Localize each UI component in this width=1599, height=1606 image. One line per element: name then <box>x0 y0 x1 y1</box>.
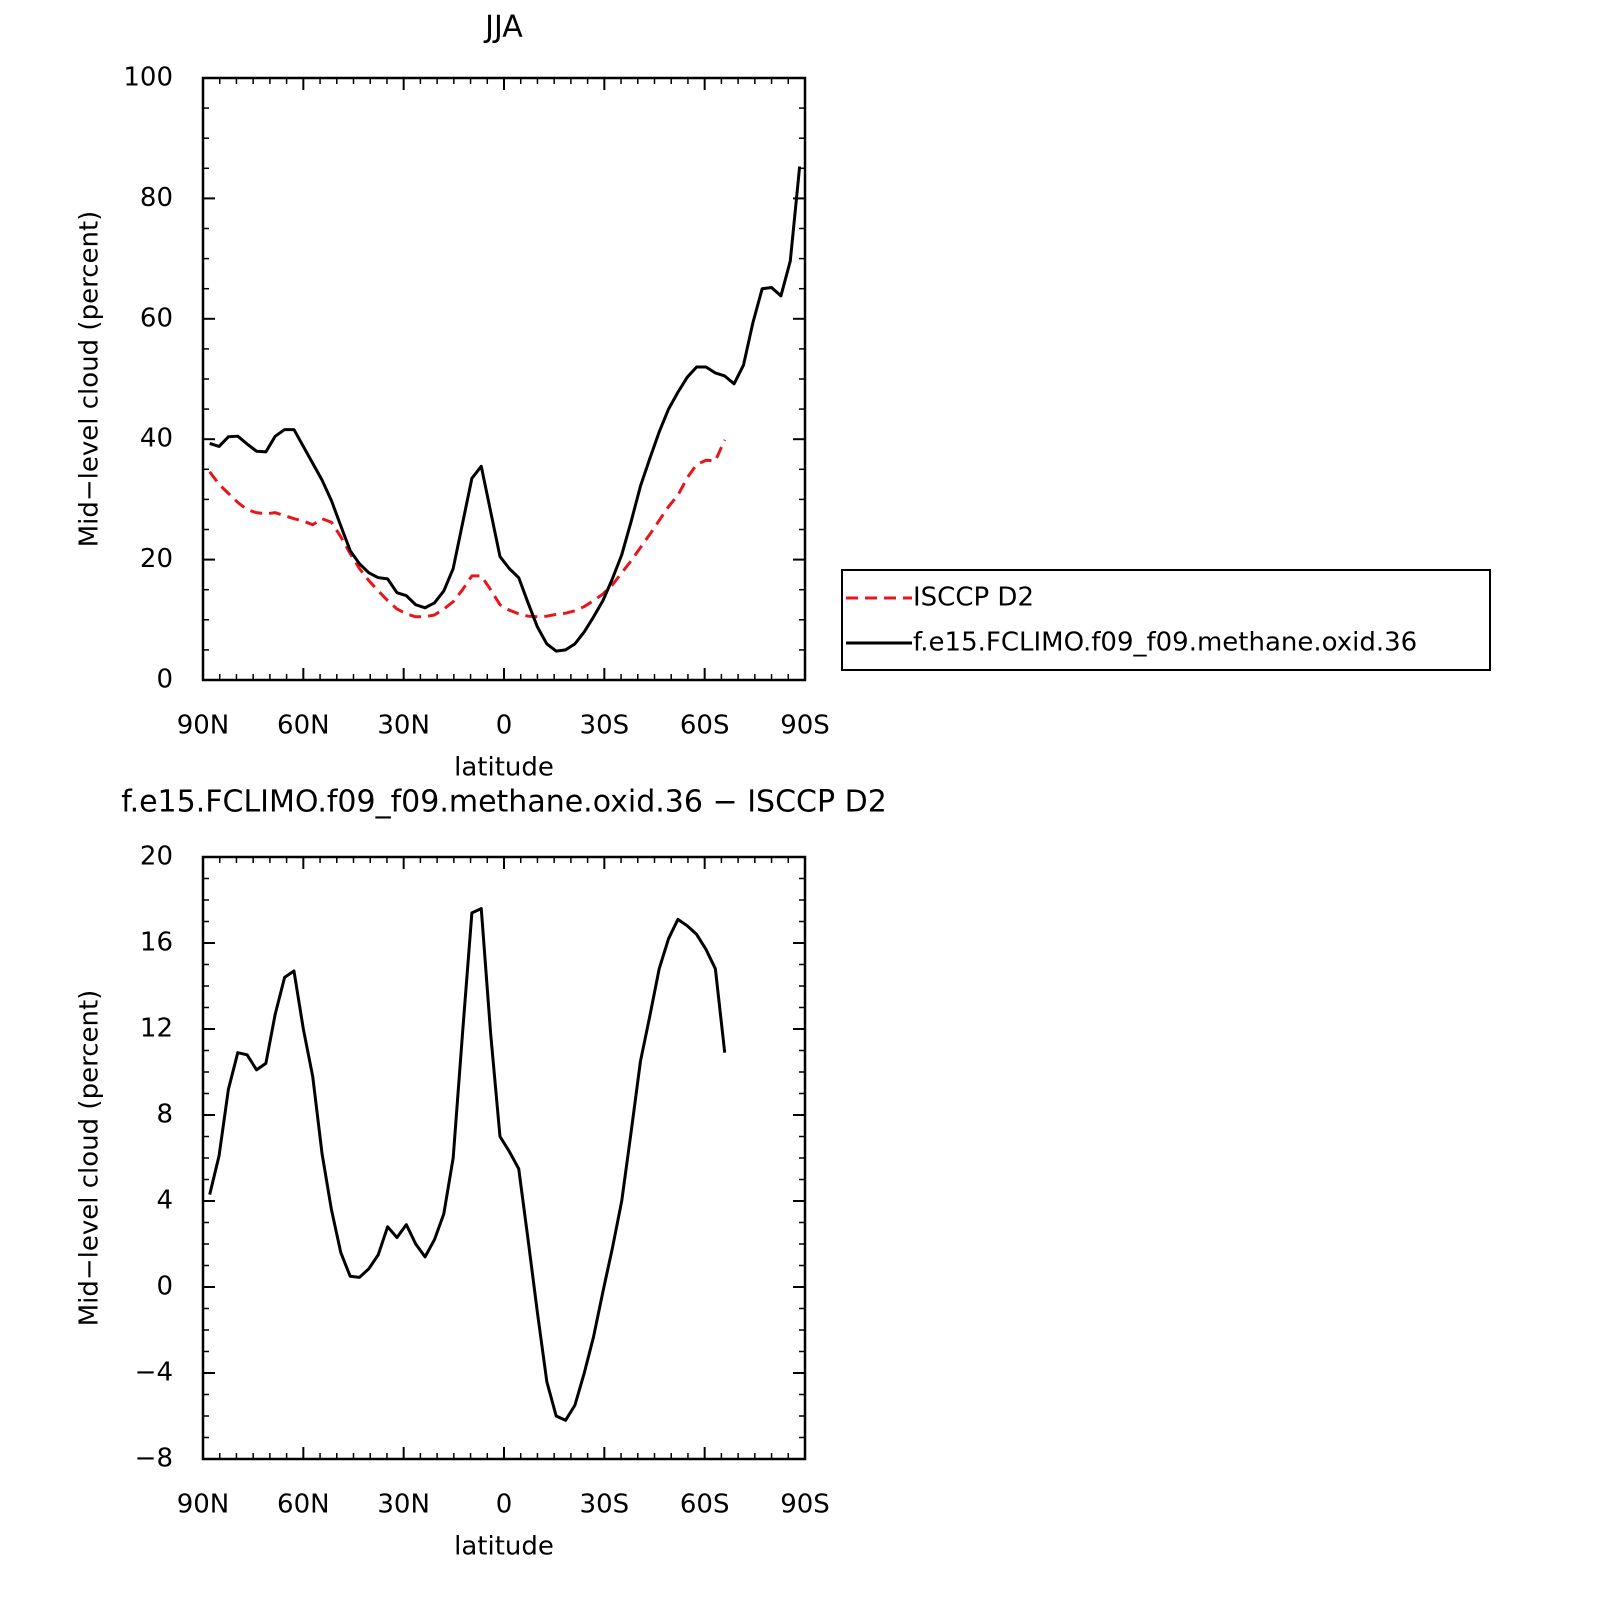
x-tick-label: 60N <box>277 1490 330 1520</box>
x-tick-label: 60S <box>680 1490 730 1520</box>
data-line <box>209 166 802 653</box>
x-tick-label: 30N <box>377 711 430 741</box>
y-tick-label: 0 <box>156 1272 173 1302</box>
y-tick-label: 60 <box>140 303 173 333</box>
chart-title: f.e15.FCLIMO.f09_f09.methane.oxid.36 − I… <box>121 785 887 820</box>
x-tick-label: 0 <box>496 711 513 741</box>
y-axis-label: Mid−level cloud (percent) <box>75 211 105 548</box>
legend-box <box>841 569 1491 671</box>
y-tick-label: 40 <box>140 424 173 454</box>
x-tick-label: 0 <box>496 1490 513 1520</box>
y-axis-label: Mid−level cloud (percent) <box>75 990 105 1327</box>
y-tick-label: 8 <box>156 1100 173 1130</box>
legend-label: ISCCP D2 <box>913 583 1034 613</box>
x-tick-label: 30S <box>580 1490 630 1520</box>
y-tick-label: 0 <box>156 665 173 695</box>
x-axis-label: latitude <box>454 1532 554 1562</box>
plot-frame <box>201 76 807 682</box>
x-tick-label: 90N <box>177 711 230 741</box>
x-tick-label: 30S <box>580 711 630 741</box>
data-line <box>208 439 727 619</box>
x-tick-label: 60S <box>680 711 730 741</box>
legend-label: f.e15.FCLIMO.f09_f09.methane.oxid.36 <box>913 628 1417 658</box>
y-tick-label: 80 <box>140 183 173 213</box>
plot-frame <box>201 855 807 1461</box>
x-tick-label: 30N <box>377 1490 430 1520</box>
x-axis-label: latitude <box>454 753 554 783</box>
y-tick-label: 100 <box>123 63 173 93</box>
y-tick-label: 16 <box>140 928 173 958</box>
y-tick-label: 20 <box>140 842 173 872</box>
data-line <box>208 907 727 1422</box>
x-tick-label: 90N <box>177 1490 230 1520</box>
y-tick-label: 4 <box>156 1186 173 1216</box>
y-tick-label: 20 <box>140 544 173 574</box>
y-tick-label: −4 <box>135 1358 173 1388</box>
x-tick-label: 90S <box>780 1490 830 1520</box>
chart-title: JJA <box>483 10 523 45</box>
y-tick-label: −8 <box>135 1444 173 1474</box>
x-tick-label: 90S <box>780 711 830 741</box>
x-tick-label: 60N <box>277 711 330 741</box>
y-tick-label: 12 <box>140 1014 173 1044</box>
